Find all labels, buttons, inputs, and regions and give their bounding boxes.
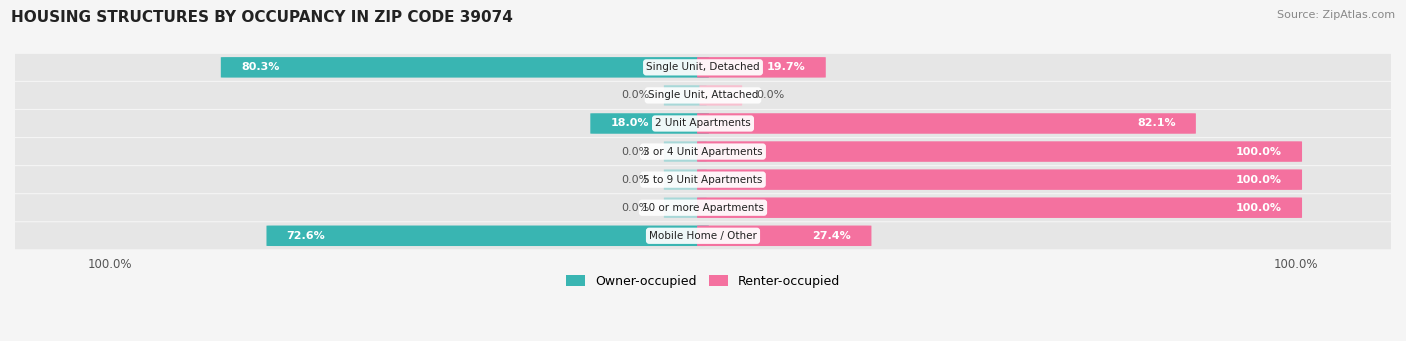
Text: 3 or 4 Unit Apartments: 3 or 4 Unit Apartments	[643, 147, 763, 157]
FancyBboxPatch shape	[0, 82, 1406, 109]
Text: 0.0%: 0.0%	[621, 203, 650, 213]
Text: 0.0%: 0.0%	[621, 175, 650, 184]
FancyBboxPatch shape	[664, 85, 707, 106]
FancyBboxPatch shape	[697, 169, 1302, 190]
Text: HOUSING STRUCTURES BY OCCUPANCY IN ZIP CODE 39074: HOUSING STRUCTURES BY OCCUPANCY IN ZIP C…	[11, 10, 513, 25]
Text: 19.7%: 19.7%	[766, 62, 806, 72]
Text: Source: ZipAtlas.com: Source: ZipAtlas.com	[1277, 10, 1395, 20]
Text: 0.0%: 0.0%	[756, 90, 785, 100]
FancyBboxPatch shape	[0, 194, 1406, 221]
FancyBboxPatch shape	[697, 113, 1197, 134]
FancyBboxPatch shape	[0, 138, 1406, 165]
FancyBboxPatch shape	[664, 142, 707, 162]
FancyBboxPatch shape	[0, 110, 1406, 137]
Text: 2 Unit Apartments: 2 Unit Apartments	[655, 118, 751, 129]
Text: Mobile Home / Other: Mobile Home / Other	[650, 231, 756, 241]
FancyBboxPatch shape	[664, 197, 707, 218]
Text: 100.0%: 100.0%	[1236, 203, 1282, 213]
Text: 0.0%: 0.0%	[621, 90, 650, 100]
Text: 82.1%: 82.1%	[1137, 118, 1175, 129]
Text: Single Unit, Attached: Single Unit, Attached	[648, 90, 758, 100]
Text: Single Unit, Detached: Single Unit, Detached	[647, 62, 759, 72]
FancyBboxPatch shape	[664, 169, 707, 190]
FancyBboxPatch shape	[697, 225, 872, 246]
FancyBboxPatch shape	[0, 166, 1406, 193]
FancyBboxPatch shape	[221, 57, 709, 78]
FancyBboxPatch shape	[697, 141, 1302, 162]
Text: 0.0%: 0.0%	[621, 147, 650, 157]
FancyBboxPatch shape	[697, 197, 1302, 218]
Text: 27.4%: 27.4%	[813, 231, 851, 241]
Text: 10 or more Apartments: 10 or more Apartments	[643, 203, 763, 213]
FancyBboxPatch shape	[0, 54, 1406, 81]
FancyBboxPatch shape	[267, 225, 709, 246]
FancyBboxPatch shape	[0, 222, 1406, 249]
FancyBboxPatch shape	[697, 57, 825, 78]
FancyBboxPatch shape	[699, 85, 742, 106]
Text: 5 to 9 Unit Apartments: 5 to 9 Unit Apartments	[644, 175, 762, 184]
Text: 80.3%: 80.3%	[240, 62, 280, 72]
FancyBboxPatch shape	[591, 113, 709, 134]
Text: 100.0%: 100.0%	[1236, 147, 1282, 157]
Text: 18.0%: 18.0%	[610, 118, 650, 129]
Text: 72.6%: 72.6%	[287, 231, 325, 241]
Legend: Owner-occupied, Renter-occupied: Owner-occupied, Renter-occupied	[561, 270, 845, 293]
Text: 100.0%: 100.0%	[1236, 175, 1282, 184]
